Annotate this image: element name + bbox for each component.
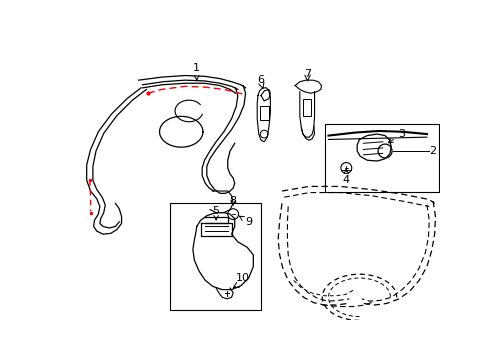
- Text: 10: 10: [236, 273, 250, 283]
- Bar: [302, 99, 310, 116]
- Text: 2: 2: [428, 146, 436, 156]
- Bar: [169, 203, 261, 310]
- Text: 9: 9: [239, 216, 252, 227]
- Bar: [324, 124, 438, 192]
- Text: 6: 6: [257, 75, 264, 85]
- Text: 4: 4: [342, 169, 349, 185]
- Text: 1: 1: [193, 63, 200, 80]
- Bar: [259, 106, 268, 120]
- Text: 7: 7: [304, 69, 310, 79]
- Text: 8: 8: [229, 196, 236, 206]
- Text: 5: 5: [212, 206, 219, 220]
- Text: 3: 3: [387, 129, 405, 143]
